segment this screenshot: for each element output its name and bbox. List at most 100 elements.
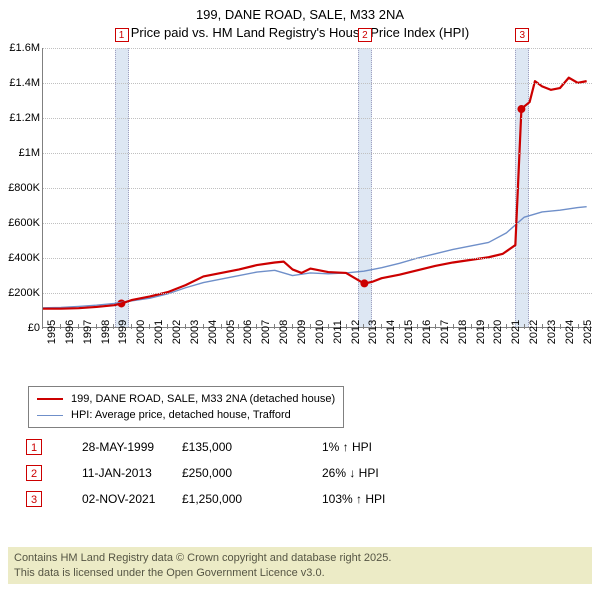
y-axis-label: £0	[0, 322, 40, 334]
x-tick	[488, 324, 489, 329]
sale-marker-1: 1	[115, 28, 129, 42]
plot-area: 123	[42, 48, 592, 328]
x-tick	[310, 324, 311, 329]
sale-marker-3: 3	[515, 28, 529, 42]
x-axis-label: 2011	[332, 320, 344, 344]
x-axis-label: 2017	[439, 320, 451, 344]
x-tick	[506, 324, 507, 329]
chart: 123 £0£200K£400K£600K£800K£1M£1.2M£1.4M£…	[0, 44, 600, 374]
y-axis-label: £1.4M	[0, 77, 40, 89]
x-tick	[399, 324, 400, 329]
sales-row-date: 11-JAN-2013	[42, 466, 182, 480]
legend-row: 199, DANE ROAD, SALE, M33 2NA (detached …	[37, 391, 335, 407]
title-line-2: Price paid vs. HM Land Registry's House …	[0, 24, 600, 42]
sales-row-delta: 1% ↑ HPI	[322, 440, 482, 454]
x-axis-label: 2010	[314, 320, 326, 344]
x-tick	[578, 324, 579, 329]
x-tick	[256, 324, 257, 329]
y-axis-label: £800K	[0, 182, 40, 194]
x-axis-label: 2023	[546, 320, 558, 344]
sales-table-row: 128-MAY-1999£135,0001% ↑ HPI	[24, 434, 576, 460]
x-tick	[203, 324, 204, 329]
gridline	[43, 188, 592, 189]
x-tick	[60, 324, 61, 329]
legend: 199, DANE ROAD, SALE, M33 2NA (detached …	[28, 386, 344, 428]
x-axis-label: 2014	[385, 320, 397, 344]
x-tick	[524, 324, 525, 329]
x-tick	[167, 324, 168, 329]
x-axis-label: 1995	[46, 320, 58, 344]
gridline	[43, 223, 592, 224]
sales-row-delta: 103% ↑ HPI	[322, 492, 482, 506]
sales-row-price: £1,250,000	[182, 492, 322, 506]
y-axis-label: £600K	[0, 217, 40, 229]
x-axis-label: 2009	[296, 320, 308, 344]
legend-row: HPI: Average price, detached house, Traf…	[37, 407, 335, 423]
x-axis-label: 1996	[64, 320, 76, 344]
y-axis-label: £1M	[0, 147, 40, 159]
x-tick	[221, 324, 222, 329]
sales-row-delta: 26% ↓ HPI	[322, 466, 482, 480]
legend-label: HPI: Average price, detached house, Traf…	[71, 409, 291, 421]
x-tick	[42, 324, 43, 329]
x-tick	[328, 324, 329, 329]
legend-swatch	[37, 415, 63, 416]
x-tick	[363, 324, 364, 329]
x-axis-label: 2008	[278, 320, 290, 344]
sales-table-row: 302-NOV-2021£1,250,000103% ↑ HPI	[24, 486, 576, 512]
x-tick	[542, 324, 543, 329]
x-axis-label: 2020	[492, 320, 504, 344]
x-axis-label: 2001	[153, 320, 165, 344]
x-tick	[149, 324, 150, 329]
x-axis-label: 2000	[135, 320, 147, 344]
gridline	[43, 83, 592, 84]
x-tick	[113, 324, 114, 329]
sales-row-price: £135,000	[182, 440, 322, 454]
x-axis-label: 2013	[367, 320, 379, 344]
x-tick	[274, 324, 275, 329]
x-axis-label: 2002	[171, 320, 183, 344]
footer-line-2: This data is licensed under the Open Gov…	[14, 566, 586, 580]
y-axis-label: £200K	[0, 287, 40, 299]
x-axis-label: 2021	[510, 320, 522, 344]
sale-marker-2: 2	[358, 28, 372, 42]
chart-title: 199, DANE ROAD, SALE, M33 2NA Price paid…	[0, 0, 600, 41]
sales-row-marker: 1	[26, 439, 42, 455]
x-tick	[435, 324, 436, 329]
title-line-1: 199, DANE ROAD, SALE, M33 2NA	[0, 6, 600, 24]
footer-licence: Contains HM Land Registry data © Crown c…	[8, 547, 592, 584]
x-tick	[417, 324, 418, 329]
x-axis-label: 2015	[403, 320, 415, 344]
gridline	[43, 48, 592, 49]
sales-table: 128-MAY-1999£135,0001% ↑ HPI211-JAN-2013…	[24, 434, 576, 512]
x-axis-label: 2024	[564, 320, 576, 344]
sales-row-marker: 2	[26, 465, 42, 481]
x-axis-label: 2006	[242, 320, 254, 344]
x-axis-label: 2025	[582, 320, 594, 344]
x-axis-label: 2007	[260, 320, 272, 344]
x-axis-label: 2018	[457, 320, 469, 344]
x-axis-label: 2016	[421, 320, 433, 344]
gridline	[43, 153, 592, 154]
x-tick	[471, 324, 472, 329]
series-price-paid	[43, 78, 587, 309]
x-tick	[560, 324, 561, 329]
x-axis-label: 2022	[528, 320, 540, 344]
y-axis-label: £400K	[0, 252, 40, 264]
x-tick	[131, 324, 132, 329]
x-axis-label: 1999	[117, 320, 129, 344]
x-tick	[185, 324, 186, 329]
sales-row-marker: 3	[26, 491, 42, 507]
x-axis-label: 2012	[350, 320, 362, 344]
x-tick	[453, 324, 454, 329]
legend-label: 199, DANE ROAD, SALE, M33 2NA (detached …	[71, 393, 335, 405]
x-tick	[346, 324, 347, 329]
x-axis-label: 2003	[189, 320, 201, 344]
x-axis-label: 1998	[100, 320, 112, 344]
sales-row-price: £250,000	[182, 466, 322, 480]
x-axis-label: 1997	[82, 320, 94, 344]
gridline	[43, 293, 592, 294]
sales-table-row: 211-JAN-2013£250,00026% ↓ HPI	[24, 460, 576, 486]
x-axis-label: 2019	[475, 320, 487, 344]
y-axis-label: £1.2M	[0, 112, 40, 124]
